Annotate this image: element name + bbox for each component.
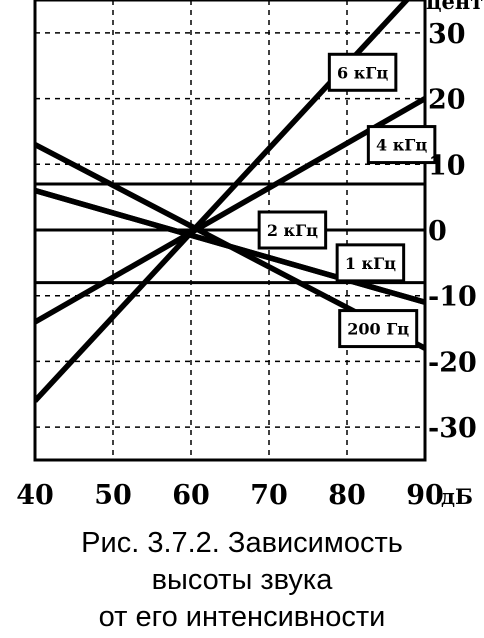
x-tick-label-70: 70 (250, 480, 288, 511)
caption-line-2: высоты звука (151, 564, 333, 596)
x-tick-label-50: 50 (94, 480, 132, 511)
series-label-text: 6 кГц (337, 63, 388, 82)
y-tick-label-minus-10: -10 (428, 282, 477, 313)
series-label-box-4: 200 Гц (338, 309, 419, 349)
y-tick-label-minus-20: -20 (428, 347, 477, 378)
y-axis-unit-label: цент (426, 0, 483, 14)
series-label-text: 1 кГц (345, 254, 396, 273)
x-axis-unit-label: дБ (441, 484, 473, 509)
series-line-0 (35, 0, 411, 403)
caption-line-3: от его интенсивности (98, 601, 386, 633)
figure-caption: Рис. 3.7.2. Зависимость высоты звука от … (0, 525, 484, 636)
series-label-box-2: 2 кГц (257, 210, 328, 250)
caption-line-1: Рис. 3.7.2. Зависимость (81, 527, 403, 559)
y-tick-label-10: 10 (428, 150, 466, 181)
series-label-text: 200 Гц (347, 320, 409, 339)
y-tick-label-0: 0 (428, 216, 447, 247)
y-tick-label-20: 20 (428, 85, 466, 116)
series-label-box-3: 1 кГц (335, 243, 406, 283)
series-label-text: 4 кГц (376, 136, 427, 155)
x-tick-label-40: 40 (16, 480, 54, 511)
x-tick-label-60: 60 (172, 480, 210, 511)
plot-frame (33, 0, 427, 462)
x-tick-label-90: 90 (406, 480, 444, 511)
pitch-vs-intensity-chart: 6 кГц 4 кГц 2 кГц 1 кГц 200 Гц 40 50 60 70 80 90 3… (16, 0, 483, 511)
series-label-box-1: 4 кГц (366, 125, 437, 165)
series-label-box-0: 6 кГц (327, 52, 398, 92)
series-line-1 (35, 96, 425, 325)
x-tick-label-80: 80 (328, 480, 366, 511)
y-tick-label-minus-30: -30 (428, 413, 477, 444)
y-tick-label-30: 30 (428, 19, 466, 50)
series-label-text: 2 кГц (267, 221, 318, 240)
